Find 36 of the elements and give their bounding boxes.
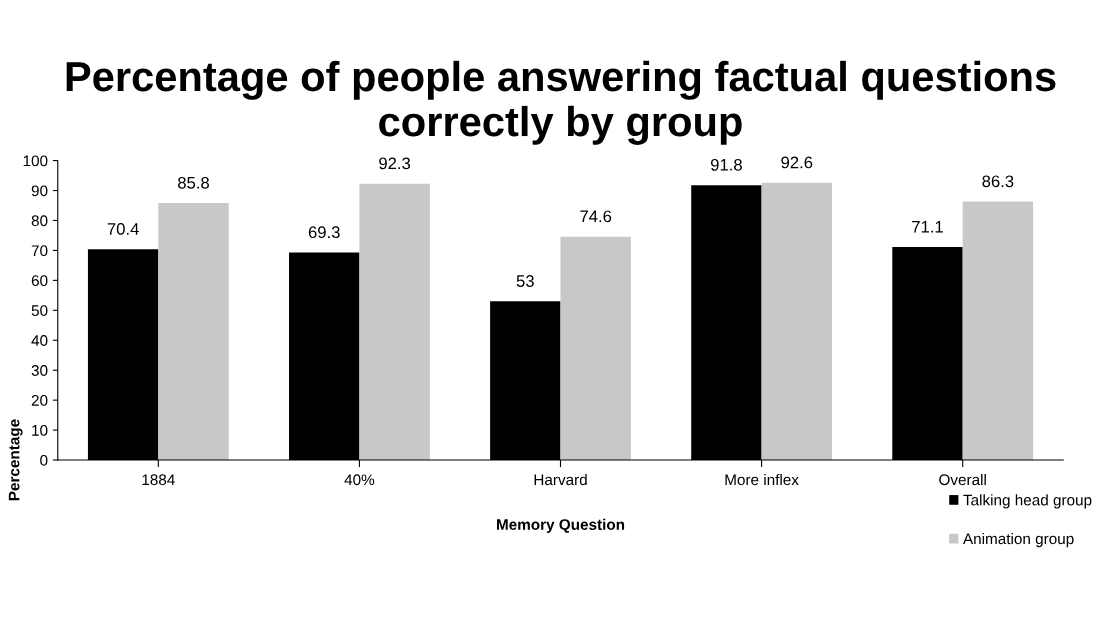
- data-label: 86.3: [982, 175, 1014, 188]
- y-tick-label: 90: [31, 185, 48, 197]
- y-tick-label: 50: [31, 305, 48, 316]
- chart-title: Percentage of people answering factual questions correctly by group: [66, 60, 1056, 145]
- x-tick-label: More inflex: [725, 473, 799, 486]
- data-label: 92.3: [379, 157, 411, 170]
- y-tick-label: 70: [31, 245, 48, 257]
- y-tick-label: 60: [31, 275, 48, 287]
- y-tick-label: 80: [31, 215, 48, 227]
- data-label: 91.8: [710, 158, 742, 171]
- legend-label: Talking head group: [963, 494, 1092, 509]
- data-label: 69.3: [308, 226, 340, 239]
- x-tick-label: Harvard: [534, 473, 587, 486]
- legend-label: Animation group: [962, 532, 1074, 548]
- y-tick-label: 0: [40, 454, 48, 466]
- bar: [761, 182, 832, 461]
- y-tick-label: 10: [32, 424, 48, 436]
- bar: [560, 236, 631, 461]
- y-tick-label: 20: [31, 395, 48, 406]
- x-tick-label: 1884: [142, 474, 175, 486]
- x-axis-title: Memory Question: [497, 518, 625, 533]
- data-label: 85.8: [178, 176, 209, 189]
- y-tick-label: 100: [23, 155, 48, 167]
- x-tick-label: 40%: [344, 474, 375, 486]
- y-tick-label: 30: [31, 365, 48, 376]
- y-axis-title: Percentage: [8, 419, 23, 501]
- x-tick-label: Overall: [939, 473, 986, 486]
- y-tick-label: 40: [31, 335, 48, 346]
- data-label: 74.6: [580, 210, 612, 223]
- bar: [962, 201, 1034, 461]
- data-label: 92.6: [781, 156, 813, 169]
- bar: [359, 183, 430, 461]
- bar: [158, 203, 229, 461]
- data-label: 70.4: [107, 223, 139, 235]
- data-label: 53: [516, 275, 534, 287]
- data-label: 71.1: [912, 221, 943, 233]
